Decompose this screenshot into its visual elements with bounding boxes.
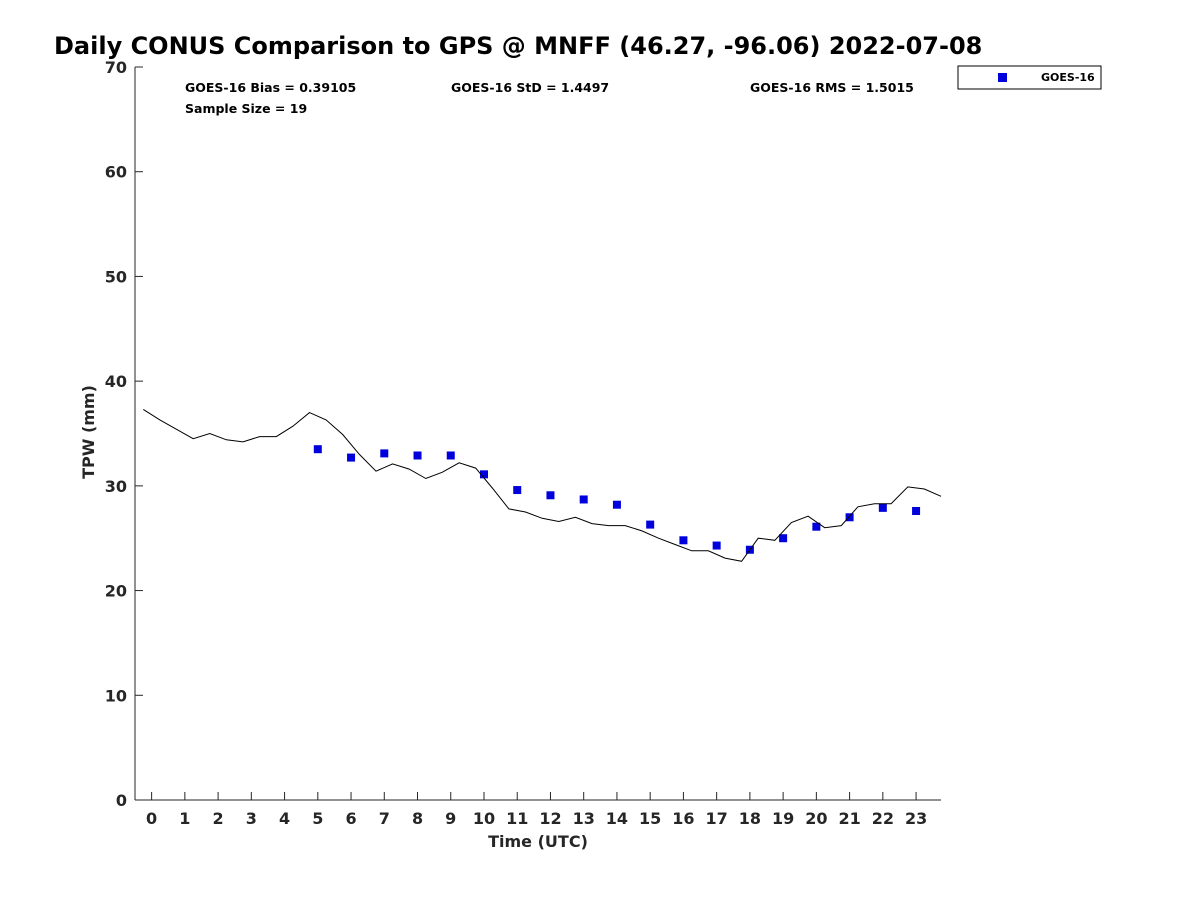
y-tick-label: 10 [105, 686, 127, 705]
x-tick-label: 22 [872, 809, 894, 828]
x-tick-label: 15 [639, 809, 661, 828]
goes16-point [413, 451, 422, 460]
x-tick-label: 5 [312, 809, 323, 828]
stat-rms: GOES-16 RMS = 1.5015 [750, 80, 914, 95]
x-tick-label: 11 [506, 809, 528, 828]
stat-sample-size: Sample Size = 19 [185, 101, 307, 116]
x-tick-label: 1 [179, 809, 190, 828]
x-tick-label: 8 [412, 809, 423, 828]
goes16-point [779, 534, 788, 543]
y-tick-label: 20 [105, 582, 127, 601]
gps-series-line [143, 408, 942, 562]
goes16-point [646, 520, 655, 529]
x-tick-label: 10 [473, 809, 495, 828]
goes16-point [712, 541, 721, 550]
goes16-point [845, 513, 854, 522]
x-axis-label: Time (UTC) [488, 832, 588, 851]
x-tick-label: 20 [805, 809, 827, 828]
x-tick-label: 0 [146, 809, 157, 828]
x-tick-label: 9 [445, 809, 456, 828]
stat-bias: GOES-16 Bias = 0.39105 [185, 80, 356, 95]
goes16-point [546, 491, 555, 500]
goes16-point [912, 506, 921, 515]
y-tick-label: 40 [105, 372, 127, 391]
goes16-point [313, 445, 322, 454]
legend-marker-goes16 [998, 73, 1007, 82]
chart-title: Daily CONUS Comparison to GPS @ MNFF (46… [54, 32, 982, 60]
goes16-point [579, 495, 588, 504]
goes16-point [479, 470, 488, 479]
x-tick-label: 2 [213, 809, 224, 828]
legend: GOES-16 [957, 65, 1102, 90]
x-tick-label: 14 [606, 809, 628, 828]
x-tick-label: 3 [246, 809, 257, 828]
goes16-point [679, 536, 688, 545]
y-axis-label: TPW (mm) [79, 385, 98, 479]
x-tick-label: 7 [379, 809, 390, 828]
x-tick-label: 6 [345, 809, 356, 828]
x-tick-label: 13 [573, 809, 595, 828]
x-tick-label: 16 [672, 809, 694, 828]
y-tick-label: 70 [105, 58, 127, 77]
goes16-point [612, 500, 621, 509]
goes16-point [812, 522, 821, 531]
x-tick-label: 17 [706, 809, 728, 828]
y-tick-label: 60 [105, 163, 127, 182]
x-tick-label: 21 [838, 809, 860, 828]
x-tick-label: 23 [905, 809, 927, 828]
x-tick-label: 19 [772, 809, 794, 828]
y-tick-label: 0 [116, 791, 127, 810]
x-tick-label: 4 [279, 809, 290, 828]
stat-std: GOES-16 StD = 1.4497 [451, 80, 609, 95]
legend-box [957, 65, 1102, 90]
x-tick-label: 12 [539, 809, 561, 828]
goes16-point [446, 451, 455, 460]
goes16-point [878, 503, 887, 512]
x-tick-label: 18 [739, 809, 761, 828]
legend-label-goes16: GOES-16 [1041, 71, 1095, 84]
goes16-point [380, 449, 389, 458]
goes16-point [513, 486, 522, 495]
y-tick-label: 30 [105, 477, 127, 496]
y-tick-label: 50 [105, 267, 127, 286]
goes16-point [347, 453, 356, 462]
